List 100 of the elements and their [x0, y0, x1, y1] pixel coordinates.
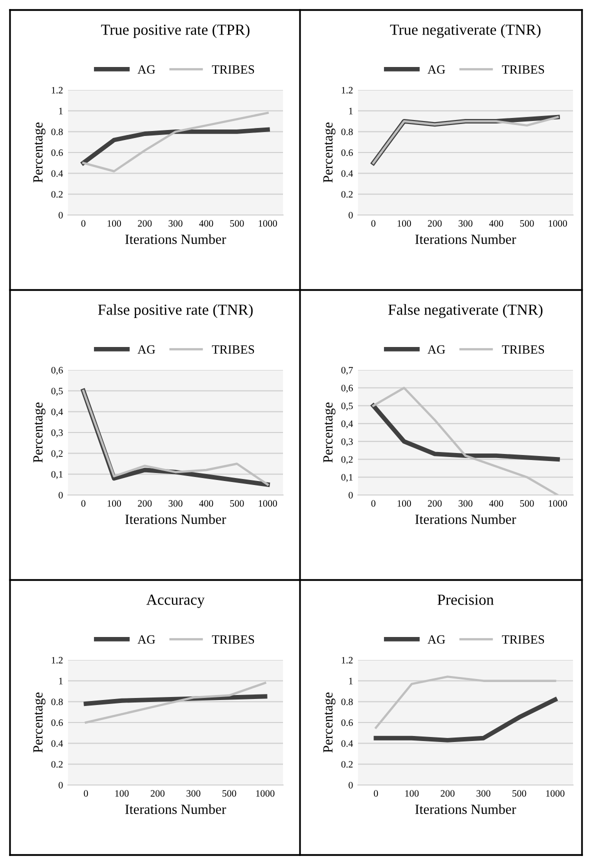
x-tick-label: 100 [405, 790, 419, 797]
y-tick-label: 1 [349, 108, 353, 114]
y-axis-title: Percentage [323, 692, 336, 753]
y-tick-label: 0 [58, 782, 63, 788]
y-axis-title: Percentage [323, 122, 336, 183]
x-tick-label: 0 [81, 220, 86, 227]
x-tick-label: 400 [199, 220, 214, 227]
y-tick-label: 0.6 [341, 149, 353, 156]
y-tick-label: 0 [348, 212, 353, 218]
y-tick-label: 0 [58, 212, 63, 218]
x-tick-label: 1000 [548, 500, 567, 507]
x-tick-label: 300 [168, 220, 182, 227]
y-tick-label: 0,7 [341, 366, 353, 375]
x-tick-label: 500 [512, 790, 526, 797]
x-tick-label: 1000 [258, 500, 277, 507]
x-tick-label: 500 [520, 500, 534, 507]
x-tick-label: 100 [398, 500, 411, 507]
chart-title: False positive rate (TNR) [98, 304, 253, 318]
y-tick-label: 0.6 [341, 719, 353, 726]
x-tick-label: 1000 [548, 220, 567, 227]
x-tick-label: 500 [520, 220, 534, 227]
y-tick-label: 0,4 [51, 408, 63, 417]
y-tick-label: 0.8 [341, 128, 353, 136]
y-tick-label: 0.2 [51, 761, 63, 768]
x-tick-label: 0 [81, 500, 86, 507]
x-axis-title: Iterations Number [415, 514, 516, 524]
y-tick-label: 1.2 [342, 86, 353, 94]
x-tick-label: 1000 [256, 790, 274, 797]
legend-label: AG [138, 635, 156, 644]
y-tick-label: 0,6 [51, 366, 63, 375]
y-tick-label: 0.4 [51, 740, 63, 747]
legend-label: AG [138, 345, 156, 354]
y-tick-label: 0.4 [341, 740, 353, 747]
y-tick-label: 1.2 [342, 656, 353, 664]
x-tick-label: 1000 [258, 220, 277, 227]
x-tick-label: 0 [371, 220, 376, 227]
x-tick-label: 300 [186, 790, 200, 797]
chart-title: True positive rate (TPR) [101, 24, 250, 38]
x-tick-label: 100 [108, 220, 121, 227]
legend-label: TRIBES [212, 345, 254, 354]
x-tick-label: 300 [168, 500, 182, 507]
x-tick-label: 300 [458, 220, 472, 227]
chart-title: True negativerate (TNR) [390, 24, 540, 38]
y-axis-title: Percentage [33, 402, 46, 463]
y-tick-label: 0.8 [341, 698, 353, 706]
y-tick-label: 0.2 [341, 761, 353, 768]
y-tick-label: 0,3 [51, 429, 63, 438]
y-tick-label: 0,1 [341, 474, 353, 482]
legend-label: AG [428, 65, 446, 74]
x-tick-label: 100 [398, 220, 411, 227]
legend-label: TRIBES [212, 635, 254, 644]
y-tick-label: 1.2 [52, 86, 63, 94]
x-axis-title: Iterations Number [415, 804, 516, 814]
chart-title: Accuracy [146, 594, 205, 608]
y-tick-label: 0.4 [341, 170, 353, 177]
y-tick-label: 1 [59, 678, 63, 684]
chart-title: False negativerate (TNR) [388, 304, 542, 318]
x-tick-label: 100 [108, 500, 121, 507]
y-tick-label: 0.6 [51, 719, 63, 726]
y-tick-label: 0.8 [51, 128, 63, 136]
legend-label: TRIBES [502, 345, 544, 354]
legend-label: AG [428, 345, 446, 354]
y-tick-label: 1.2 [52, 656, 63, 664]
x-tick-label: 1000 [546, 790, 564, 797]
legend-label: TRIBES [502, 65, 544, 74]
y-tick-label: 0 [348, 492, 353, 498]
y-tick-label: 0.6 [51, 149, 63, 156]
y-tick-label: 0,1 [51, 471, 63, 480]
y-tick-label: 0,2 [341, 456, 353, 464]
y-tick-label: 0,5 [51, 388, 63, 396]
x-tick-label: 100 [115, 790, 129, 797]
x-tick-label: 200 [428, 220, 442, 227]
x-tick-label: 0 [371, 500, 376, 507]
chart-title: Precision [438, 594, 494, 605]
x-tick-label: 0 [84, 790, 88, 797]
y-axis-title: Percentage [33, 122, 46, 183]
y-tick-label: 0,5 [341, 402, 353, 411]
legend-label: AG [138, 65, 156, 74]
x-axis-title: Iterations Number [415, 234, 516, 244]
x-tick-label: 200 [428, 500, 442, 507]
y-tick-label: 0.2 [51, 191, 63, 198]
x-axis-title: Iterations Number [125, 804, 226, 814]
x-tick-label: 500 [230, 500, 244, 507]
x-tick-label: 300 [476, 790, 490, 797]
x-tick-label: 0 [374, 790, 378, 797]
y-tick-label: 0 [58, 492, 63, 498]
x-tick-label: 400 [489, 220, 504, 227]
x-tick-label: 300 [458, 500, 472, 507]
x-tick-label: 200 [150, 790, 165, 797]
y-tick-label: 0,4 [341, 420, 353, 428]
y-tick-label: 0.2 [341, 191, 353, 198]
y-axis-title: Percentage [33, 692, 46, 753]
y-axis-title: Percentage [323, 402, 336, 463]
x-tick-label: 200 [138, 500, 152, 507]
y-tick-label: 0,2 [51, 450, 63, 458]
legend-label: AG [428, 635, 446, 644]
legend-label: TRIBES [502, 635, 544, 644]
x-tick-label: 500 [222, 790, 236, 797]
x-tick-label: 200 [440, 790, 455, 797]
y-tick-label: 0 [348, 782, 353, 788]
